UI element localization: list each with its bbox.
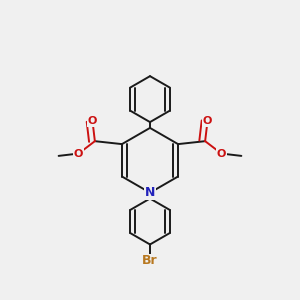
Text: O: O xyxy=(74,148,83,158)
Text: O: O xyxy=(217,148,226,158)
Text: Br: Br xyxy=(142,254,158,267)
Text: N: N xyxy=(145,186,155,199)
Text: O: O xyxy=(203,116,212,126)
Text: O: O xyxy=(88,116,97,126)
